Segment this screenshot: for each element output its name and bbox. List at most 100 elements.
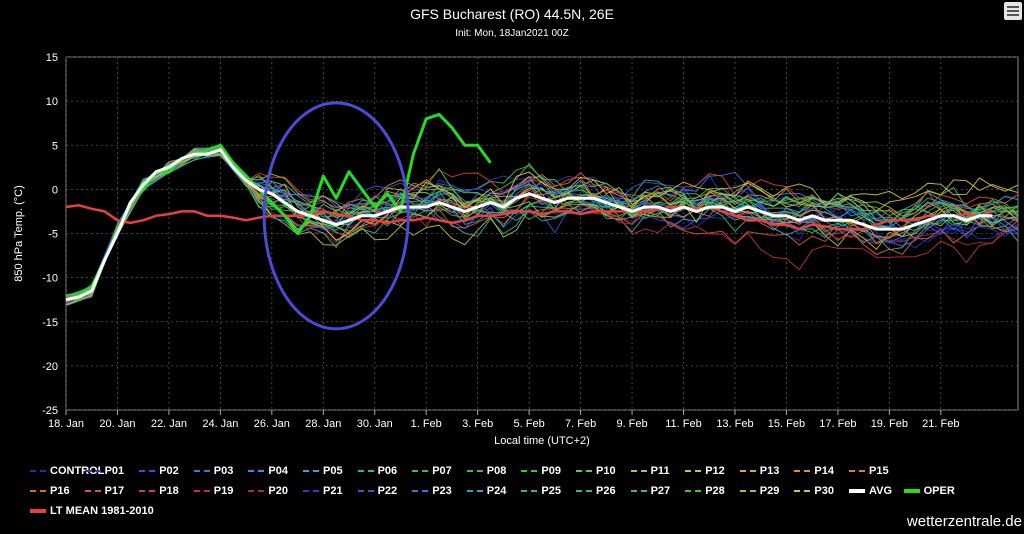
x-tick-label: 26. Jan [254,418,290,430]
legend-item-p27[interactable]: P27 [630,484,671,498]
legend-swatch [685,470,702,473]
series-line-p09 [65,149,1019,296]
legend-item-lt-mean-1981-2010[interactable]: LT MEAN 1981-2010 [30,504,154,518]
legend-label: P11 [650,465,670,477]
x-tick-label: 11. Feb [665,418,702,430]
x-tick-label: 17. Feb [819,418,856,430]
legend-label: P20 [268,485,288,497]
x-tick-label: 24. Jan [202,418,238,430]
legend-item-p26[interactable]: P26 [576,484,616,498]
x-axis-label: Local time (UTC+2) [494,435,590,447]
legend-swatch [630,490,647,493]
y-tick-label: -20 [42,361,58,373]
legend-item-p14[interactable]: P14 [794,464,834,478]
legend-item-p04[interactable]: P04 [248,464,288,478]
y-tick-label: -15 [42,317,58,329]
legend-swatch [412,470,429,473]
legend-label: P27 [650,485,671,497]
legend-item-p02[interactable]: P02 [139,464,179,478]
legend-item-oper[interactable]: OPER [903,484,955,498]
legend-swatch [84,490,101,493]
y-tick-label: 5 [52,140,58,152]
x-tick-label: 13. Feb [716,418,753,430]
legend-swatch [30,490,46,493]
legend-label: P22 [377,485,398,497]
chart-title: GFS Bucharest (RO) 44.5N, 26E [410,6,614,22]
x-tick-label: 18. Jan [48,418,84,430]
legend-label: CONTROL [50,465,105,477]
chart-subtitle: Init: Mon, 18Jan2021 00Z [455,28,569,39]
legend-item-p19[interactable]: P19 [193,484,233,498]
y-tick-label: 15 [46,52,58,64]
legend-item-p08[interactable]: P08 [466,464,507,478]
legend-item-p20[interactable]: P20 [248,484,288,498]
legend-swatch [685,490,702,493]
legend-label: P01 [104,465,125,477]
legend-item-p30[interactable]: P30 [794,484,834,498]
legend-swatch [576,490,592,493]
legend-label: P30 [814,485,834,497]
y-tick-label: 0 [52,184,58,196]
legend-item-p06[interactable]: P06 [357,464,398,478]
legend-item-p17[interactable]: P17 [84,484,125,498]
legend-item-p21[interactable]: P21 [303,484,343,498]
legend-swatch [794,470,811,473]
legend-item-p16[interactable]: P16 [30,484,70,498]
legend-label: P07 [432,465,452,477]
legend-item-p25[interactable]: P25 [521,484,561,498]
legend-item-p18[interactable]: P18 [139,484,179,498]
series-line-p29 [65,148,1019,306]
x-tick-label: 7. Feb [565,418,596,430]
legend-label: P17 [104,485,125,497]
legend-item-p13[interactable]: P13 [739,464,780,478]
legend-label: P18 [159,485,179,497]
legend-item-p03[interactable]: P03 [193,464,233,478]
legend-label: OPER [923,485,955,497]
x-tick-label: 21. Feb [922,418,959,430]
legend-label: P08 [486,465,507,477]
legend-swatch [466,490,483,493]
legend-item-p22[interactable]: P22 [357,484,398,498]
legend-item-p23[interactable]: P23 [412,484,452,498]
legend-item-control[interactable]: CONTROL [30,464,104,478]
legend-item-p05[interactable]: P05 [303,464,343,478]
legend-label: P04 [268,465,288,477]
series-line-p24 [65,147,1019,296]
legend-label: P16 [50,485,70,497]
legend-item-p09[interactable]: P09 [521,464,561,478]
legend-item-p10[interactable]: P10 [576,464,616,478]
legend-swatch [412,490,429,493]
x-tick-label: 1. Feb [411,418,442,430]
legend-swatch [630,470,647,473]
x-tick-label: 3. Feb [462,418,493,430]
legend-label: P06 [377,465,398,477]
legend-item-p15[interactable]: P15 [849,464,889,478]
legend-item-avg[interactable]: AVG [849,484,892,498]
y-tick-label: -25 [42,405,58,417]
legend-item-p07[interactable]: P07 [412,464,452,478]
y-tick-label: -5 [48,229,58,241]
series-line-p01 [65,146,1019,304]
legend-swatch [30,470,46,473]
legend-label: P10 [596,465,616,477]
legend-label: P24 [486,485,507,497]
legend-item-p01[interactable]: P01 [84,464,125,478]
x-tick-label: 22. Jan [151,418,187,430]
legend-item-p28[interactable]: P28 [685,484,725,498]
legend-label: P12 [705,465,725,477]
legend-label: P15 [869,465,889,477]
legend-swatch [84,470,101,473]
legend-swatch [521,470,538,473]
x-tick-label: 28. Jan [305,418,341,430]
legend-swatch [794,490,811,493]
menu-icon[interactable] [1004,2,1022,20]
legend-label: P28 [705,485,725,497]
legend-item-p11[interactable]: P11 [630,464,670,478]
legend-swatch [903,489,920,494]
legend-swatch [248,470,265,473]
legend-item-p29[interactable]: P29 [739,484,779,498]
legend-item-p12[interactable]: P12 [685,464,725,478]
legend-swatch [139,490,156,493]
legend-item-p24[interactable]: P24 [466,484,507,498]
legend-label: P13 [759,465,780,477]
